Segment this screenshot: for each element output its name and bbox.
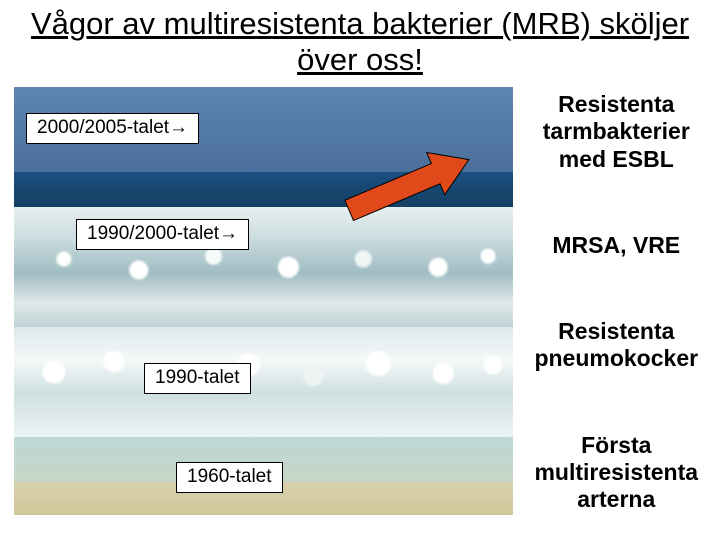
right-text-pneu: Resistenta pneumokocker (527, 318, 706, 372)
wave-image: 2000/2005-talet→ 1990/2000-talet→ 1990-t… (14, 87, 513, 515)
right-text-mrsa: MRSA, VRE (527, 232, 706, 259)
era-label-1990-2000: 1990/2000-talet→ (76, 219, 249, 250)
right-text-esbl: Resistenta tarmbakterier med ESBL (527, 91, 706, 172)
page-title: Vågor av multiresistenta bakterier (MRB)… (0, 0, 720, 77)
era-label-1960: 1960-talet (176, 462, 283, 493)
right-text-first: Första multiresistenta arterna (527, 432, 706, 513)
era-label-1990: 1990-talet (144, 363, 251, 394)
foam-lower (14, 337, 513, 407)
content-row: 2000/2005-talet→ 1990/2000-talet→ 1990-t… (0, 77, 720, 527)
era-label-2000-2005: 2000/2005-talet→ (26, 113, 199, 144)
right-column: Resistenta tarmbakterier med ESBL MRSA, … (527, 87, 706, 515)
